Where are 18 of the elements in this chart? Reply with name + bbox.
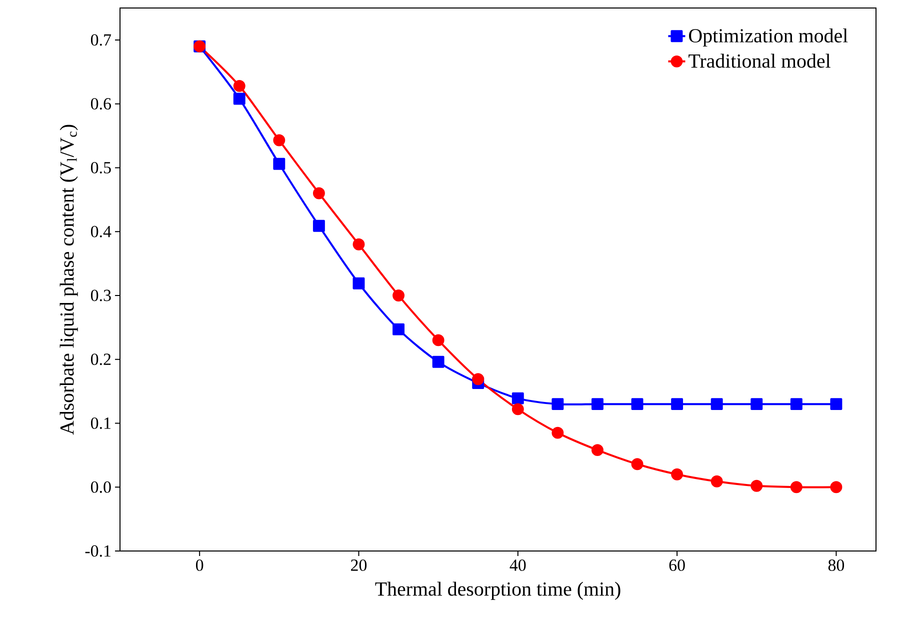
x-tick-label: 60 — [669, 560, 685, 571]
y-tick-label: 0.4 — [90, 226, 112, 238]
y-tick-label: 0.6 — [90, 98, 111, 110]
y-tick-label: 0.2 — [90, 354, 111, 366]
y-tick-label: 0.0 — [90, 481, 111, 493]
x-tick-label: 40 — [510, 560, 526, 571]
legend-label: Optimization model — [689, 28, 848, 47]
y-tick-label: 0.1 — [90, 417, 110, 429]
x-axis-title: Thermal desorption time (min) — [375, 582, 620, 600]
y-tick-label: 0.3 — [90, 290, 111, 302]
y-tick-label: 0.7 — [90, 34, 112, 46]
y-tick-label: 0.5 — [90, 162, 111, 174]
legend-label: Traditional model — [688, 54, 830, 68]
y-axis-title: Adsorbate liquid phase content (V$_{l}$/V$_{c}$) — [60, 124, 78, 435]
x-tick-label: 20 — [351, 560, 367, 571]
x-tick-label: 80 — [828, 560, 844, 571]
y-tick-label: -0.1 — [85, 545, 110, 557]
x-tick-label: 0 — [196, 560, 204, 571]
